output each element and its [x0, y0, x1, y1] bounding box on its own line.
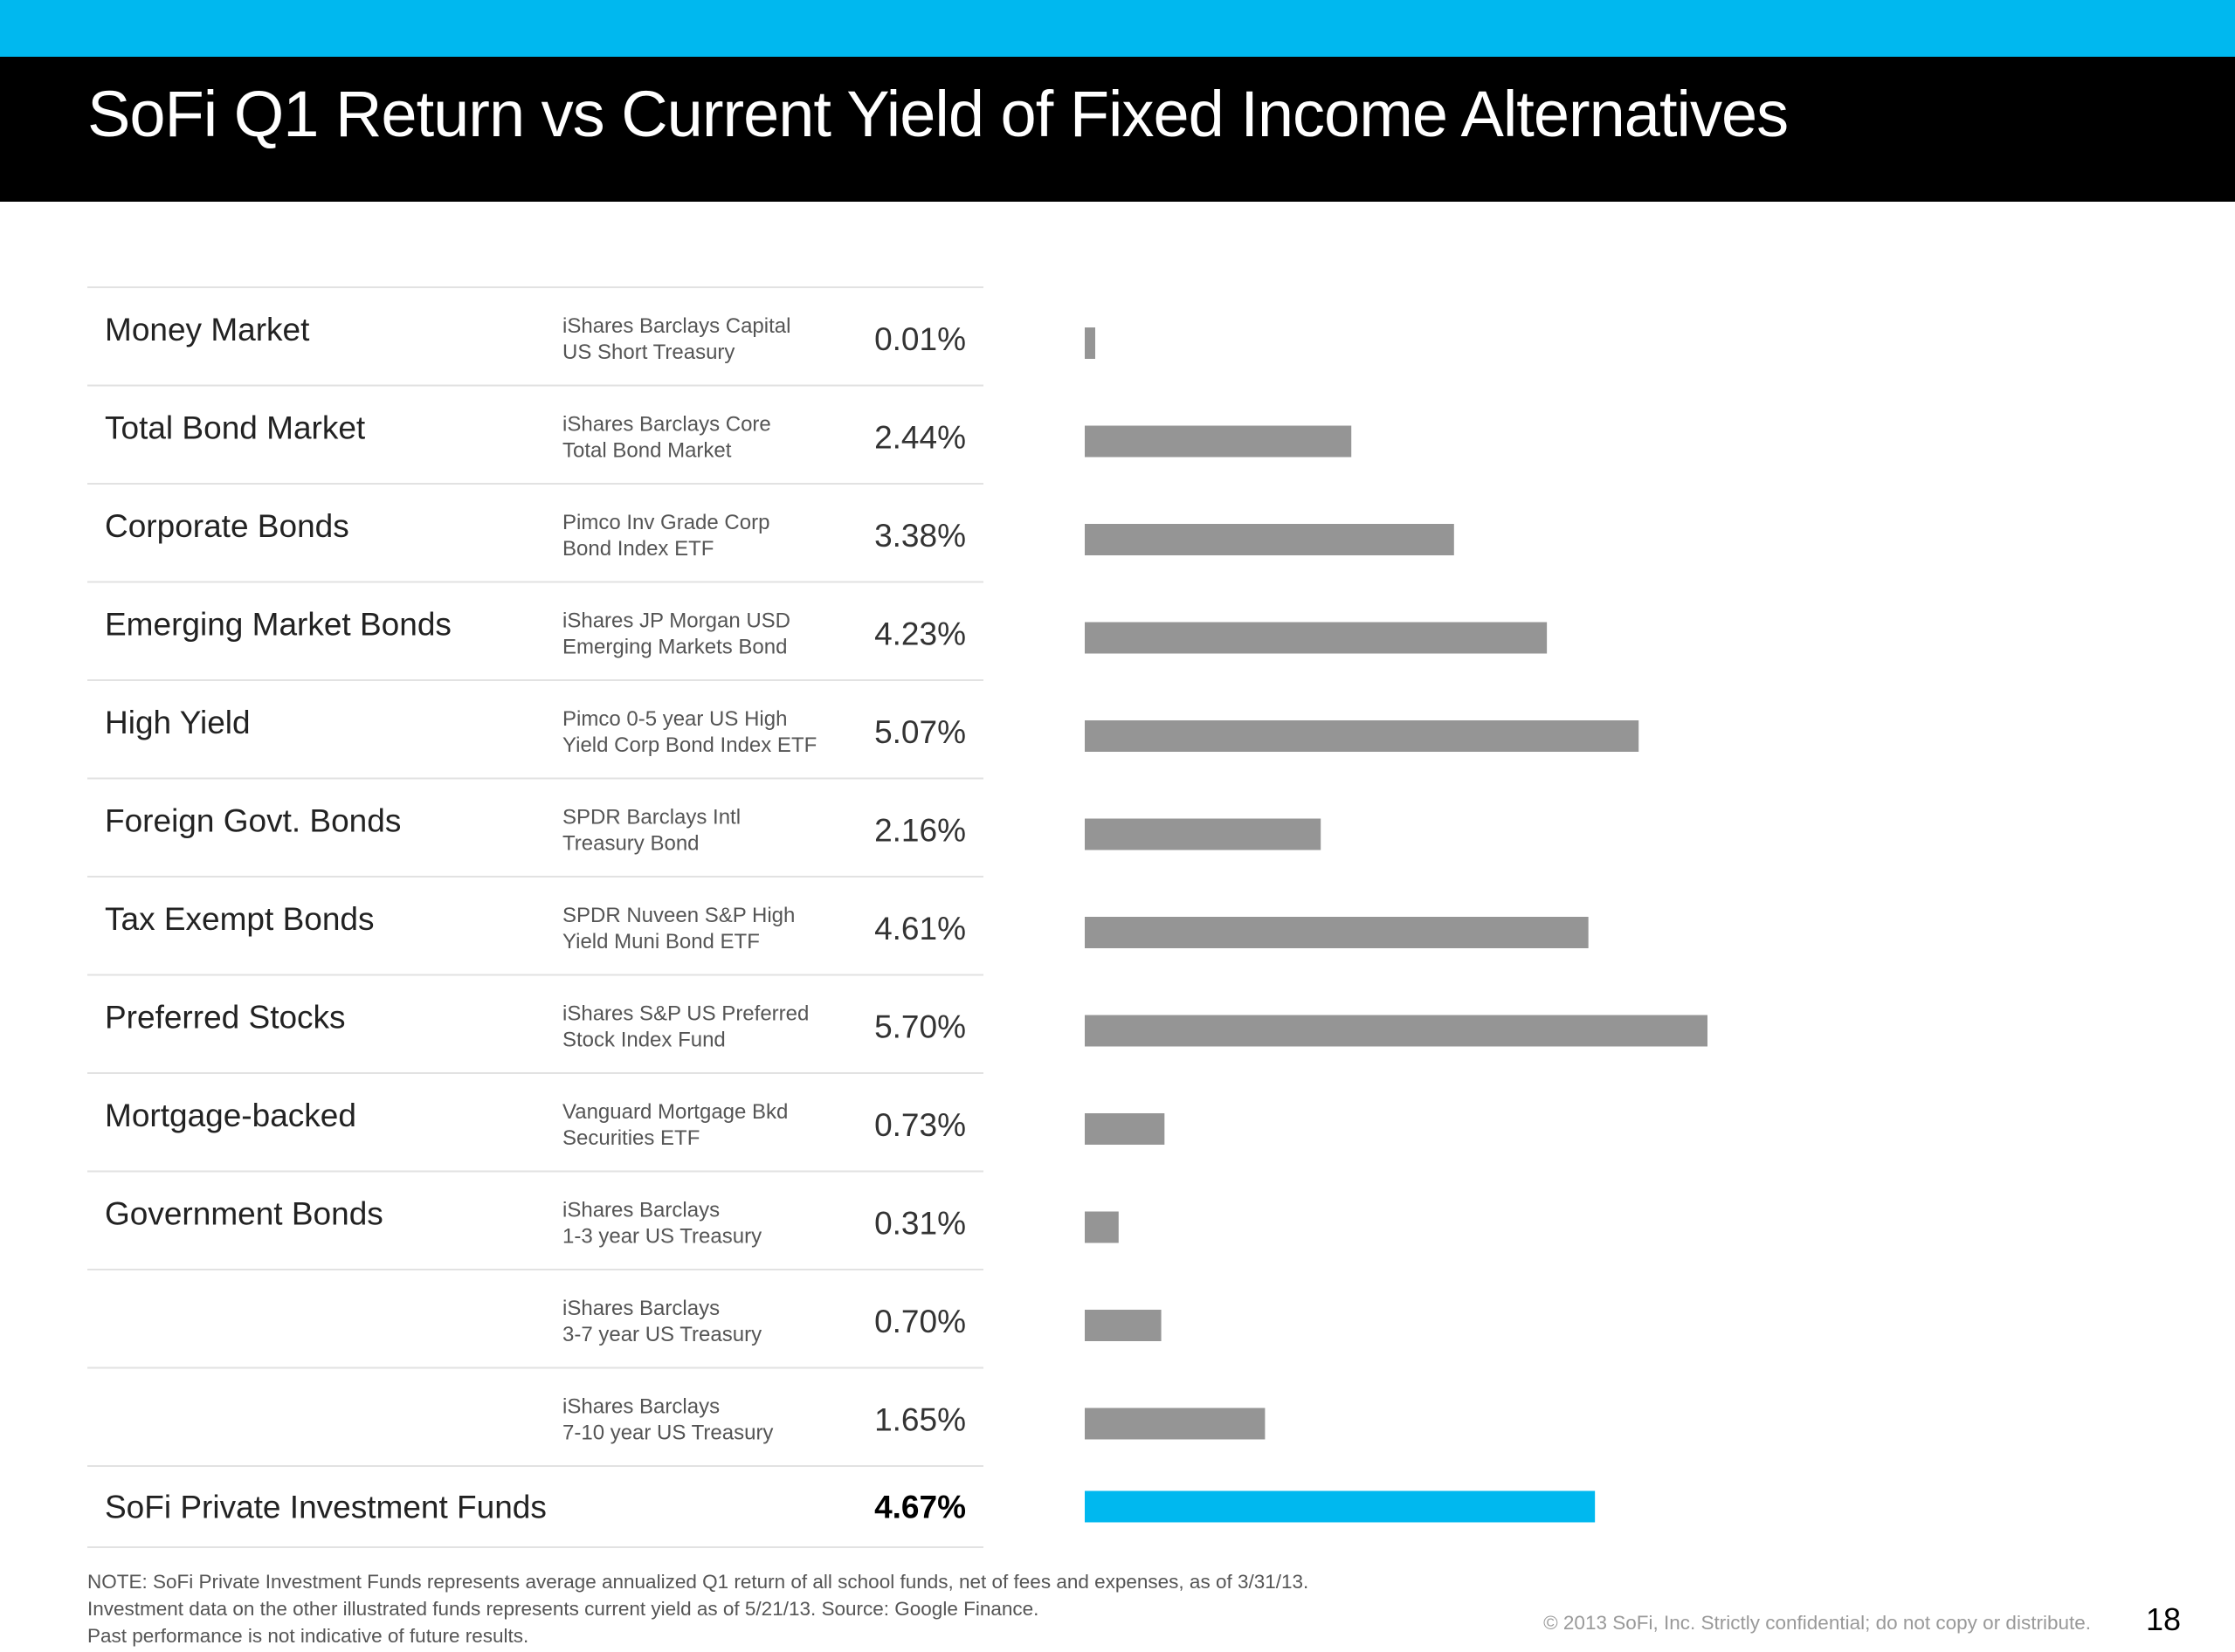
category-label: Total Bond Market: [105, 410, 366, 446]
fund-name-line-2: 7-10 year US Treasury: [562, 1421, 773, 1445]
fund-name-line-2: 1-3 year US Treasury: [562, 1225, 762, 1249]
value-label: 0.73%: [874, 1107, 966, 1143]
page-number: 18: [2145, 1601, 2181, 1637]
fund-name-line-2: Stock Index Fund: [562, 1029, 726, 1052]
footnote-line-3: Past performance is not indicative of fu…: [87, 1625, 529, 1647]
bar: [1085, 1113, 1165, 1145]
bar: [1085, 425, 1352, 458]
bar: [1085, 818, 1321, 850]
category-label: Corporate Bonds: [105, 508, 349, 544]
value-label: 0.70%: [874, 1304, 966, 1339]
fund-name-line-1: Vanguard Mortgage Bkd: [562, 1100, 788, 1124]
category-label: Tax Exempt Bonds: [105, 901, 374, 937]
fund-name-line-2: Total Bond Market: [562, 439, 732, 463]
category-label: Mortgage-backed: [105, 1098, 356, 1133]
value-label: 3.38%: [874, 518, 966, 554]
fund-name-line-2: Securities ETF: [562, 1126, 700, 1150]
value-label: 0.31%: [874, 1206, 966, 1242]
title-bar: [0, 57, 2235, 202]
fund-name-line-1: iShares S&P US Preferred: [562, 1002, 809, 1026]
fund-name-line-2: Yield Muni Bond ETF: [562, 930, 760, 953]
footnote: NOTE: SoFi Private Investment Funds repr…: [87, 1568, 1308, 1649]
fund-name-line-2: US Short Treasury: [562, 341, 735, 364]
category-label: Emerging Market Bonds: [105, 607, 452, 643]
fund-name-line-2: Yield Corp Bond Index ETF: [562, 733, 817, 757]
fund-name-line-1: iShares JP Morgan USD: [562, 609, 790, 633]
fund-name-line-1: iShares Barclays Capital: [562, 314, 790, 338]
category-label: Preferred Stocks: [105, 1000, 346, 1036]
fund-name-line-1: iShares Barclays: [562, 1395, 720, 1419]
fund-name-line-1: Pimco 0-5 year US High: [562, 707, 787, 731]
fund-name-line-1: iShares Barclays Core: [562, 413, 771, 437]
fund-name-line-1: SPDR Nuveen S&P High: [562, 904, 795, 927]
bar: [1085, 327, 1095, 359]
value-label: 2.44%: [874, 420, 966, 456]
fund-name-line-2: Bond Index ETF: [562, 537, 714, 561]
value-label: 4.67%: [874, 1490, 966, 1525]
value-label: 5.07%: [874, 714, 966, 750]
value-label: 0.01%: [874, 321, 966, 357]
value-label: 4.61%: [874, 911, 966, 946]
bar: [1085, 622, 1548, 654]
bar-highlight: [1085, 1490, 1596, 1523]
bar: [1085, 917, 1589, 948]
fund-name-line-1: Pimco Inv Grade Corp: [562, 511, 769, 534]
category-label: Money Market: [105, 312, 310, 348]
fund-name-line-1: SPDR Barclays Intl: [562, 806, 741, 829]
category-label: Government Bonds: [105, 1196, 383, 1232]
bar: [1085, 720, 1639, 752]
fund-name-line-1: iShares Barclays: [562, 1297, 720, 1320]
value-label: 2.16%: [874, 813, 966, 849]
top-accent-bar: [0, 0, 2235, 57]
category-label: High Yield: [105, 705, 251, 740]
bar: [1085, 1408, 1266, 1440]
bar: [1085, 524, 1454, 555]
footnote-line-1: NOTE: SoFi Private Investment Funds repr…: [87, 1571, 1309, 1593]
value-label: 1.65%: [874, 1402, 966, 1438]
value-label: 4.23%: [874, 616, 966, 652]
bar: [1085, 1310, 1162, 1341]
bar: [1085, 1015, 1707, 1047]
slide-title: SoFi Q1 Return vs Current Yield of Fixed…: [87, 78, 1789, 150]
fund-name-line-2: Treasury Bond: [562, 832, 700, 856]
fund-name-line-2: Emerging Markets Bond: [562, 636, 787, 659]
category-label: Foreign Govt. Bonds: [105, 803, 401, 839]
category-label: SoFi Private Investment Funds: [105, 1490, 547, 1525]
bar: [1085, 1211, 1119, 1243]
fund-name-line-1: iShares Barclays: [562, 1199, 720, 1222]
value-label: 5.70%: [874, 1009, 966, 1045]
fund-name-line-2: 3-7 year US Treasury: [562, 1323, 762, 1346]
copyright-notice: © 2013 SoFi, Inc. Strictly confidential;…: [1543, 1612, 2091, 1634]
footnote-line-2: Investment data on the other illustrated…: [87, 1598, 1039, 1620]
